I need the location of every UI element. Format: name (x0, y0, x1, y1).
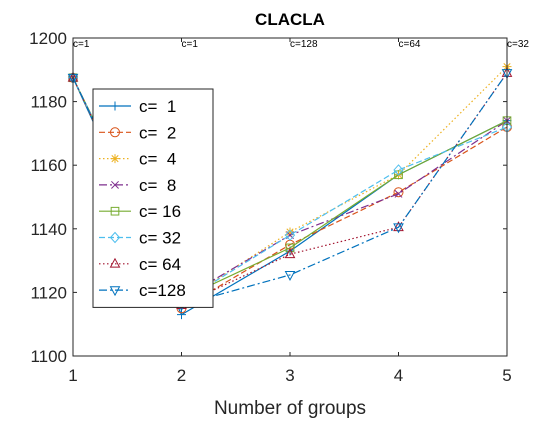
legend-entry: c= 8 (99, 176, 176, 195)
chart-title: CLACLA (255, 10, 325, 29)
data-point (284, 229, 296, 241)
top-annotation: c=32 (507, 39, 529, 50)
legend-marker (109, 286, 121, 297)
y-tick-label: 1200 (29, 29, 67, 48)
data-point (177, 310, 186, 320)
top-annotation: c=128 (290, 39, 318, 50)
legend-entry: c= 32 (99, 229, 181, 248)
legend-entry: c= 4 (99, 150, 176, 169)
annotations: c=1 c=1 c=128 c=64 c=32 (73, 39, 529, 50)
legend-entry: c= 16 (99, 202, 181, 221)
legend-label: c= 4 (139, 150, 176, 169)
data-point (394, 189, 403, 198)
x-axis-ticks: 1 2 3 4 5 (68, 38, 512, 385)
data-point (393, 223, 404, 234)
legend-marker (110, 154, 120, 164)
data-point (285, 243, 295, 253)
series-line (72, 77, 508, 310)
x-axis-label: Number of groups (214, 398, 366, 419)
legend-label: c= 64 (139, 255, 181, 274)
legend-entry: c= 64 (99, 255, 181, 274)
data-point (394, 170, 403, 180)
y-tick-label: 1140 (30, 220, 67, 239)
x-tick-label: 4 (394, 366, 403, 385)
legend-label: c=128 (139, 281, 186, 300)
legend-marker (111, 180, 119, 189)
data-point (284, 271, 296, 281)
y-tick-label: 1180 (30, 93, 67, 112)
x-tick-label: 3 (285, 366, 294, 385)
legend-entry: c= 2 (99, 123, 176, 142)
legend-label: c= 16 (139, 202, 181, 221)
x-tick-label: 2 (177, 366, 186, 385)
data-point (284, 248, 296, 259)
legend-label: c= 8 (139, 176, 176, 195)
y-axis-ticks: 1100 1120 1140 1160 1180 1200 (29, 29, 507, 366)
y-tick-label: 1120 (30, 283, 67, 302)
x-tick-label: 5 (502, 366, 511, 385)
legend-entry: c= 1 (99, 97, 176, 116)
legend-marker (109, 231, 121, 244)
legend-entry: c=128 (99, 281, 186, 300)
top-annotation: c=1 (182, 39, 199, 50)
top-annotation: c=64 (399, 39, 421, 50)
data-point (285, 227, 295, 237)
y-tick-label: 1160 (30, 156, 67, 175)
legend-label: c= 1 (139, 97, 176, 116)
x-tick-label: 1 (68, 366, 77, 385)
legend-marker (110, 101, 120, 111)
legend-marker (110, 206, 120, 216)
legend: c= 1 c= 2 c= 4 c= 8 c= 16 c= 32 c= 64 c=128 (92, 88, 214, 308)
legend-box (92, 88, 214, 308)
legend-label: c= 32 (139, 229, 181, 248)
legend-marker (110, 127, 120, 138)
legend-marker (109, 257, 121, 268)
y-tick-label: 1100 (30, 347, 67, 366)
legend-label: c= 2 (139, 123, 176, 142)
data-point (393, 164, 404, 176)
data-point (393, 221, 404, 232)
data-point (393, 187, 404, 198)
top-annotation: c=1 (73, 39, 90, 50)
